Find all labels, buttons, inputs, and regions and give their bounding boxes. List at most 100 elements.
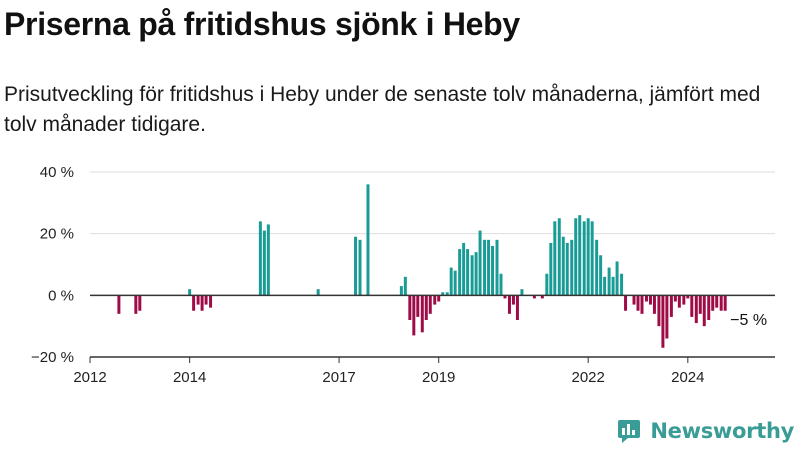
y-tick-label: 40 % [40,164,74,181]
bar [470,255,474,296]
bar [702,295,706,327]
bar [188,289,192,296]
x-tick-label: 2012 [73,369,106,386]
x-tick-label: 2022 [571,369,604,386]
bar [603,276,607,296]
bar [515,295,519,320]
bar [711,295,715,311]
bar [117,295,121,314]
bar [690,295,694,317]
bar [682,295,686,305]
bar [495,239,499,296]
brand-name: Newsworthy [650,419,794,443]
bar [196,295,200,305]
x-axis-ticks: 2012 2014 2017 2019 2022 2024 [73,357,705,386]
bar [698,295,702,314]
y-tick-label: 0 % [48,287,74,304]
bar [582,221,586,296]
bar [416,295,420,317]
bar [462,242,466,296]
bar [677,295,681,308]
bar [354,236,358,296]
bar [433,295,437,305]
bar [707,295,711,320]
bar [570,239,574,296]
bar [586,218,590,296]
bar [192,295,196,311]
bar [478,230,482,296]
bar [437,295,441,302]
bar [595,239,599,296]
bar [474,252,478,296]
bar [532,295,536,299]
bar [399,286,403,296]
bar [466,249,470,296]
bar [445,292,449,296]
bar [590,221,594,296]
bar [553,221,557,296]
bar-chart: −20 % 0 % 20 % 40 % 2012 2014 2017 2019 2022 202… [31,164,775,386]
bar [424,295,428,320]
bar [719,295,723,311]
bar [661,295,665,348]
bar [209,295,213,308]
bar [408,295,412,320]
bar [620,273,624,296]
bar [420,295,424,333]
bar [262,230,266,296]
bar [686,295,690,299]
bar [715,295,719,308]
bar [669,295,673,317]
bar [657,295,661,327]
bar [565,242,569,296]
bar [403,276,407,296]
x-tick-label: 2019 [422,369,455,386]
bar [428,295,432,314]
bar [640,295,644,314]
bar [545,273,549,296]
y-tick-label: 20 % [40,226,74,243]
bar [134,295,138,314]
bar [449,267,453,296]
chart-subtitle: Prisutveckling för fritidshus i Heby und… [4,83,761,136]
x-tick-label: 2017 [322,369,355,386]
bar [441,292,445,296]
newsworthy-brand[interactable]: Newsworthy [616,418,794,444]
bar [549,242,553,296]
bar [615,261,619,296]
bar [503,295,507,299]
bar [499,273,503,296]
bar [200,295,204,311]
bar [511,295,515,305]
bar [204,295,208,305]
x-tick-label: 2014 [173,369,206,386]
bar [458,249,462,296]
bar [412,295,416,336]
bar [652,295,656,314]
bar [561,236,565,296]
bar [138,295,142,311]
bar [632,295,636,305]
bar [520,289,524,296]
x-tick-label: 2024 [671,369,704,386]
gridlines [90,171,775,358]
bar [673,295,677,302]
bar [266,224,270,296]
y-tick-label: −20 % [31,349,74,366]
bar [607,267,611,296]
bar [624,295,628,311]
bar [358,239,362,296]
bar [648,295,652,305]
newsworthy-logo-icon [618,420,641,443]
y-axis-ticks: −20 % 0 % 20 % 40 % [31,164,74,366]
bar [574,218,578,296]
bar [453,270,457,296]
bar [507,295,511,314]
bar [599,255,603,296]
bar [694,295,698,324]
bar [540,295,544,299]
bar [644,295,648,302]
bar [665,295,669,339]
bar [636,295,640,311]
chart-title: Priserna på fritidshus sjönk i Heby [4,6,520,42]
